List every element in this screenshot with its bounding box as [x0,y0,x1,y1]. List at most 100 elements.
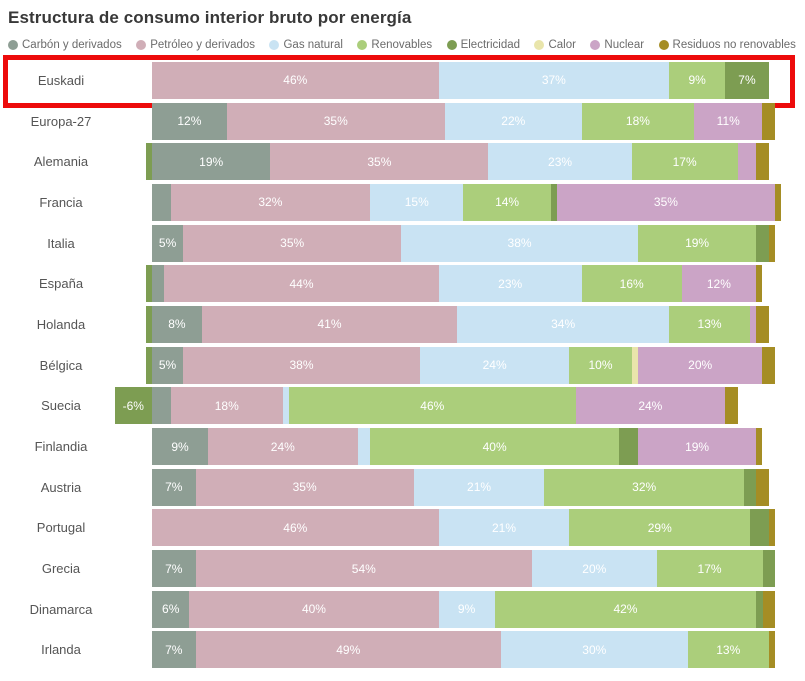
bar-segment[interactable] [774,183,782,221]
bar-segment[interactable]: 34% [457,305,670,343]
bar-segment[interactable]: 46% [152,61,439,99]
bar-segment[interactable]: 7% [152,550,196,588]
bar-segment[interactable]: 35% [183,224,402,262]
bar-segment[interactable]: 37% [438,61,670,99]
bar-segment[interactable] [145,265,152,303]
bar-segment[interactable] [750,509,769,547]
bar-segment[interactable]: 20% [637,346,763,384]
bar-segment[interactable] [282,387,290,425]
bar-segment[interactable]: 17% [656,550,763,588]
legend-item[interactable]: Residuos no renovables [658,39,796,51]
bar-segment[interactable] [756,590,763,628]
bar-segment[interactable]: 15% [370,183,464,221]
bar-segment[interactable] [756,305,769,343]
bar-segment[interactable]: 20% [532,550,657,588]
bar-segment[interactable] [762,346,775,384]
bar-segment[interactable]: 41% [201,305,458,343]
bar-segment[interactable] [145,143,152,181]
bar-segment[interactable]: 30% [500,631,688,669]
legend-item[interactable]: Petróleo y derivados [136,39,255,51]
bar-segment[interactable]: 32% [544,468,744,506]
bar-segment[interactable] [631,346,638,384]
bar-segment[interactable] [762,590,775,628]
bar-segment[interactable] [151,265,165,303]
bar-segment[interactable]: 35% [195,468,414,506]
bar-segment[interactable]: 5% [152,224,184,262]
bar-segment[interactable]: 44% [164,265,439,303]
bar-segment[interactable] [762,550,775,588]
bar-segment[interactable] [550,183,557,221]
bar-segment[interactable]: 24% [419,346,570,384]
bar-segment[interactable]: 19% [151,143,271,181]
bar-segment[interactable]: 21% [413,468,545,506]
bar-segment[interactable]: 24% [208,428,358,466]
bar-segment[interactable]: 49% [195,631,501,669]
bar-segment[interactable]: 8% [151,305,202,343]
legend-item[interactable]: Calor [534,39,576,51]
bar-segment[interactable] [743,468,757,506]
bar-segment[interactable] [357,428,371,466]
bar-segment[interactable]: 40% [370,428,620,466]
bar-segment[interactable]: 13% [669,305,751,343]
bar-segment[interactable]: 35% [270,143,489,181]
bar-segment[interactable]: 18% [581,102,694,140]
bar-segment[interactable]: 13% [687,631,769,669]
legend-item[interactable]: Carbón y derivados [8,39,122,51]
bar-segment[interactable]: 16% [581,265,682,303]
bar-segment[interactable]: 42% [494,590,757,628]
bar-segment[interactable] [737,143,757,181]
bar-segment[interactable] [151,387,171,425]
bar-segment[interactable] [619,428,638,466]
bar-segment[interactable] [756,468,769,506]
bar-segment[interactable]: 18% [170,387,283,425]
legend-item[interactable]: Electricidad [446,39,520,51]
bar-segment[interactable] [762,102,775,140]
bar-segment[interactable] [768,509,775,547]
bar-segment[interactable]: 11% [693,102,763,140]
bar-segment[interactable]: 9% [669,61,726,99]
bar-segment[interactable] [756,143,769,181]
bar-segment[interactable]: 7% [152,631,196,669]
bar-segment[interactable]: 10% [569,346,632,384]
legend-item[interactable]: Gas natural [269,39,343,51]
bar-segment[interactable] [145,305,152,343]
bar-segment[interactable]: 12% [152,102,227,140]
bar-segment[interactable]: 12% [681,265,757,303]
bar-segment[interactable]: 22% [444,102,582,140]
bar-segment[interactable]: 7% [725,61,769,99]
bar-segment[interactable]: 46% [152,509,439,547]
legend-item[interactable]: Renovables [357,39,432,51]
bar-segment[interactable] [768,224,775,262]
bar-segment[interactable]: 24% [575,387,726,425]
bar-segment[interactable] [725,387,738,425]
bar-segment[interactable]: 19% [637,428,757,466]
bar-segment[interactable]: 6% [152,590,190,628]
bar-segment[interactable]: 35% [556,183,775,221]
bar-segment[interactable] [756,224,769,262]
bar-segment[interactable]: 38% [183,346,420,384]
bar-segment[interactable]: 21% [438,509,570,547]
bar-segment[interactable]: 23% [488,143,632,181]
bar-segment[interactable]: 19% [637,224,757,262]
bar-segment[interactable]: 5% [151,346,184,384]
bar-segment[interactable]: 35% [226,102,445,140]
bar-segment[interactable]: 40% [189,590,439,628]
bar-segment[interactable] [756,265,763,303]
bar-segment[interactable] [152,183,171,221]
legend-item[interactable]: Nuclear [590,39,644,51]
bar-segment[interactable]: 32% [170,183,371,221]
bar-segment[interactable] [768,631,775,669]
bar-segment[interactable]: 14% [463,183,551,221]
bar-segment[interactable]: 54% [195,550,533,588]
bar-segment[interactable]: 7% [152,468,196,506]
bar-segment[interactable]: 9% [438,590,495,628]
bar-segment[interactable]: 23% [438,265,582,303]
bar-segment[interactable] [145,346,152,384]
bar-segment[interactable]: 17% [631,143,738,181]
bar-segment[interactable]: 9% [152,428,209,466]
bar-segment[interactable]: 29% [569,509,751,547]
bar-segment[interactable] [750,305,757,343]
bar-segment[interactable] [756,428,763,466]
bar-segment[interactable]: -6% [114,387,152,425]
bar-segment[interactable]: 46% [289,387,576,425]
